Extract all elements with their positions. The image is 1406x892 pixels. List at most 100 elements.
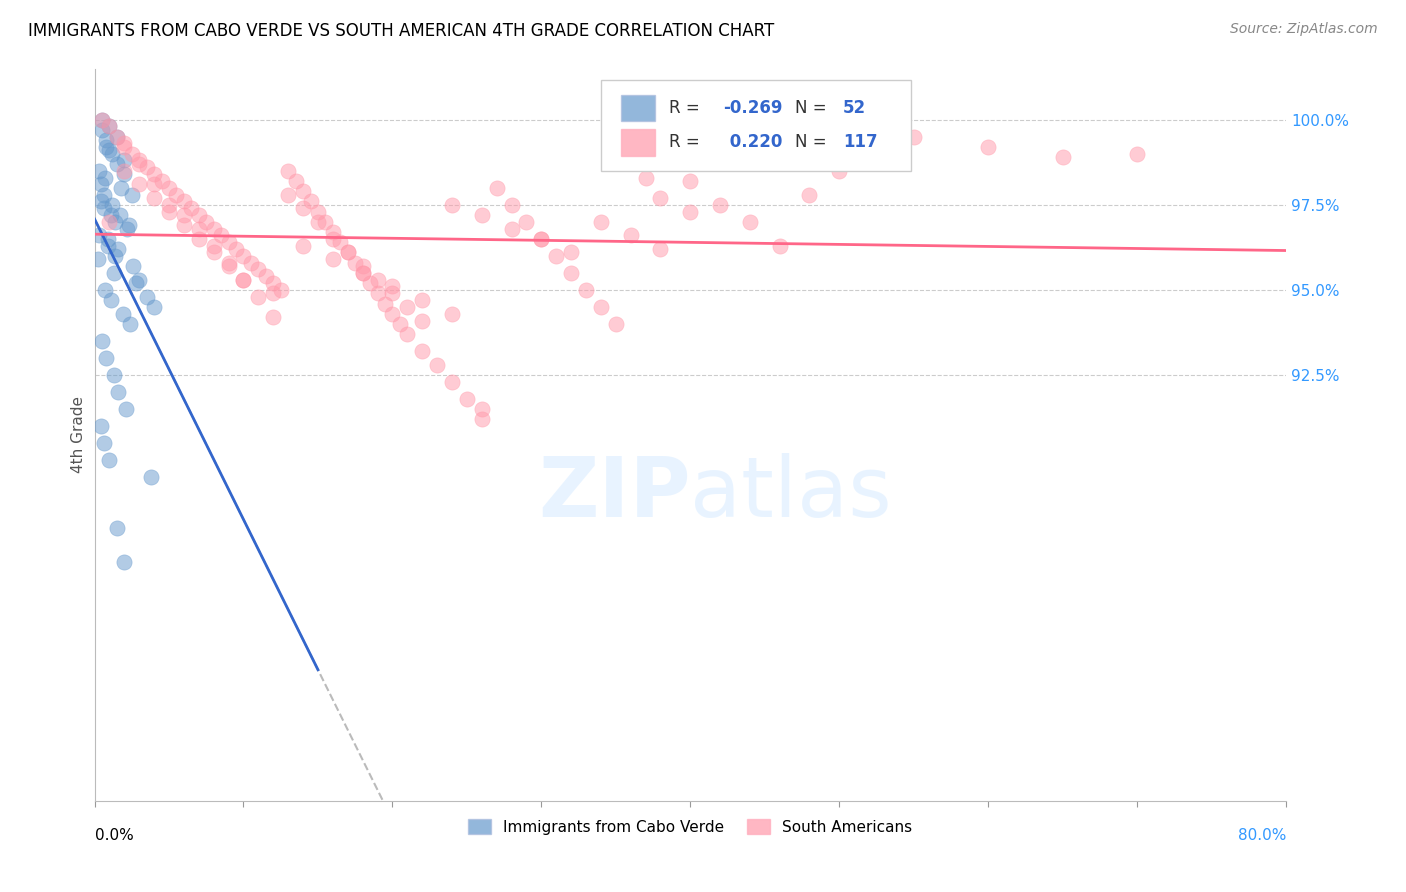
Point [679, 204, 702, 219]
Point [100, 208, 122, 222]
Point [98, 143, 121, 157]
Point [344, 255, 367, 269]
Point [173, 218, 195, 232]
FancyBboxPatch shape [621, 129, 655, 156]
Point [515, 215, 537, 229]
Point [120, 317, 142, 331]
Point [828, 163, 851, 178]
Point [112, 167, 135, 181]
Point [270, 283, 292, 297]
Point [605, 317, 627, 331]
Point [90, 178, 112, 192]
Legend: Immigrants from Cabo Verde, South Americans: Immigrants from Cabo Verde, South Americ… [463, 813, 918, 841]
Text: 80.0%: 80.0% [1237, 828, 1286, 843]
Point [96, 351, 118, 365]
Point [150, 174, 173, 188]
Point [115, 402, 138, 417]
Point [157, 204, 180, 219]
Point [128, 153, 150, 168]
Point [903, 129, 925, 144]
Point [135, 161, 157, 175]
Point [121, 187, 143, 202]
Point [112, 163, 135, 178]
Point [307, 204, 329, 219]
Point [299, 194, 322, 209]
Text: Source: ZipAtlas.com: Source: ZipAtlas.com [1230, 22, 1378, 37]
Text: -0.269: -0.269 [724, 99, 783, 117]
Point [471, 208, 494, 222]
Point [262, 276, 284, 290]
Point [485, 180, 508, 194]
Point [307, 215, 329, 229]
Point [98, 120, 121, 134]
Point [94, 170, 117, 185]
Point [195, 215, 218, 229]
Point [352, 259, 374, 273]
Point [112, 555, 135, 569]
Point [768, 238, 790, 252]
Point [277, 187, 299, 202]
Point [157, 180, 180, 194]
Point [1052, 150, 1074, 164]
Point [314, 215, 336, 229]
Text: R =: R = [669, 134, 704, 152]
Point [679, 174, 702, 188]
Point [367, 286, 389, 301]
Point [322, 225, 344, 239]
Point [105, 129, 128, 144]
Point [560, 266, 582, 280]
Text: IMMIGRANTS FROM CABO VERDE VS SOUTH AMERICAN 4TH GRADE CORRELATION CHART: IMMIGRANTS FROM CABO VERDE VS SOUTH AMER… [28, 22, 775, 40]
Point [359, 276, 381, 290]
Point [977, 140, 1000, 154]
Point [352, 266, 374, 280]
Point [143, 191, 166, 205]
Point [173, 208, 195, 222]
Point [262, 310, 284, 325]
Point [187, 221, 209, 235]
Point [634, 170, 657, 185]
Point [381, 307, 404, 321]
Point [87, 228, 110, 243]
Point [440, 198, 463, 212]
Point [105, 157, 128, 171]
Point [143, 167, 166, 181]
Point [91, 112, 114, 127]
Point [440, 307, 463, 321]
Point [575, 283, 598, 297]
Point [173, 194, 195, 209]
Y-axis label: 4th Grade: 4th Grade [72, 396, 86, 473]
Point [225, 242, 247, 256]
Point [336, 245, 359, 260]
Point [530, 232, 553, 246]
Point [97, 232, 120, 246]
Point [98, 215, 121, 229]
Point [143, 178, 166, 192]
Point [128, 273, 150, 287]
Point [112, 153, 135, 168]
Point [128, 157, 150, 171]
Point [232, 249, 254, 263]
Point [471, 402, 494, 417]
Point [101, 198, 124, 212]
Point [530, 232, 553, 246]
Point [232, 273, 254, 287]
Point [87, 163, 110, 178]
Point [218, 259, 240, 273]
Point [128, 178, 150, 192]
Point [292, 184, 315, 198]
Point [111, 307, 134, 321]
Point [709, 198, 731, 212]
Point [218, 235, 240, 250]
Point [239, 255, 262, 269]
Point [202, 245, 225, 260]
Point [118, 218, 141, 232]
Point [96, 133, 118, 147]
Point [218, 255, 240, 269]
Point [180, 201, 202, 215]
Point [262, 286, 284, 301]
Point [108, 208, 131, 222]
Text: 0.220: 0.220 [724, 134, 782, 152]
Point [411, 293, 433, 307]
Point [104, 249, 127, 263]
Point [456, 392, 478, 406]
